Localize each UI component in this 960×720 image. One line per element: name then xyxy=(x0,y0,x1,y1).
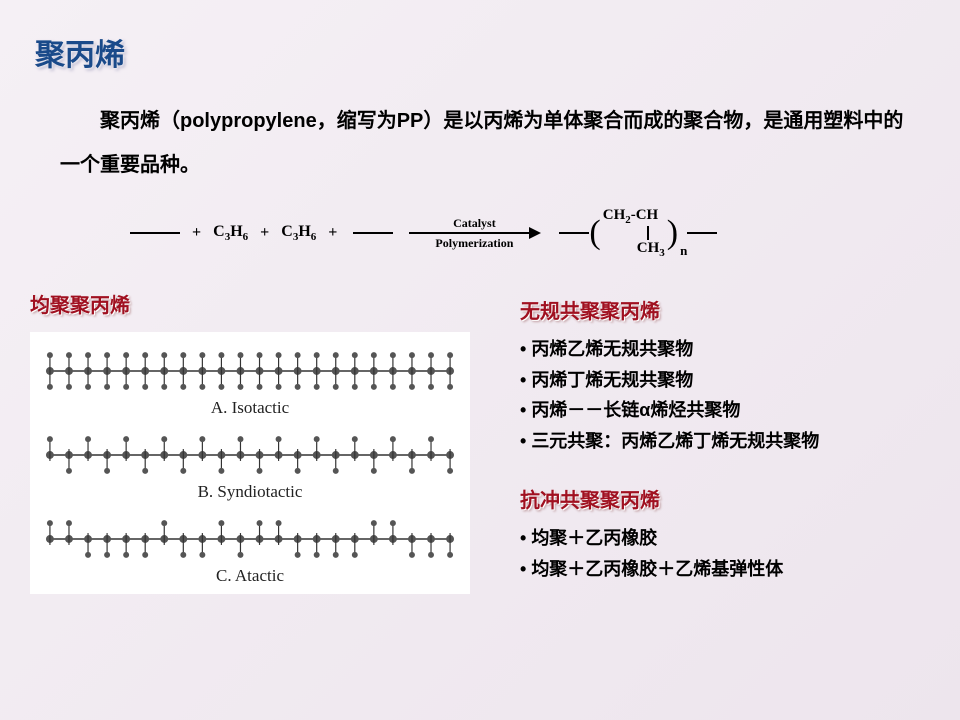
random-list: 丙烯乙烯无规共聚物丙烯丁烯无规共聚物丙烯－－长链α烯烃共聚物三元共聚：丙烯乙烯丁… xyxy=(520,334,930,456)
reaction-arrow: Catalyst Polymerization xyxy=(409,216,539,251)
arrow-top-label: Catalyst xyxy=(453,216,496,230)
product-top: CH2-CH xyxy=(603,207,659,226)
product-repeat-unit: ( CH2-CH CH3 ) n xyxy=(559,207,717,259)
plus-3: + xyxy=(328,224,337,242)
label-atactic: C. Atactic xyxy=(42,566,458,586)
impact-heading: 抗冲共聚聚丙烯 xyxy=(520,484,930,513)
chain-atactic xyxy=(42,514,458,564)
plus-2: + xyxy=(260,224,269,242)
chain-syndiotactic xyxy=(42,430,458,480)
monomer-2: C3H6 xyxy=(281,223,316,243)
arrow-bottom-label: Polymerization xyxy=(435,236,513,250)
reaction-equation: + C3H6 + C3H6 + Catalyst Polymerization … xyxy=(130,207,930,259)
list-item: 均聚＋乙丙橡胶＋乙烯基弹性体 xyxy=(520,554,930,585)
label-syndiotactic: B. Syndiotactic xyxy=(42,482,458,502)
intro-paragraph: 聚丙烯（polypropylene，缩写为PP）是以丙烯为单体聚合而成的聚合物，… xyxy=(60,99,920,187)
list-item: 三元共聚：丙烯乙烯丁烯无规共聚物 xyxy=(520,426,930,457)
random-heading: 无规共聚聚丙烯 xyxy=(520,295,930,324)
repeat-n: n xyxy=(680,243,687,259)
plus-1: + xyxy=(192,224,201,242)
chain-isotactic xyxy=(42,346,458,396)
reactant-blank-2 xyxy=(353,232,393,234)
homo-heading: 均聚聚丙烯 xyxy=(30,289,490,318)
impact-list: 均聚＋乙丙橡胶均聚＋乙丙橡胶＋乙烯基弹性体 xyxy=(520,523,930,584)
list-item: 均聚＋乙丙橡胶 xyxy=(520,523,930,554)
page-title: 聚丙烯 xyxy=(35,30,930,74)
list-item: 丙烯－－长链α烯烃共聚物 xyxy=(520,395,930,426)
tacticity-diagram: A. Isotactic B. Syndiotactic C. Atactic xyxy=(30,332,470,594)
reactant-blank xyxy=(130,232,180,234)
list-item: 丙烯乙烯无规共聚物 xyxy=(520,334,930,365)
list-item: 丙烯丁烯无规共聚物 xyxy=(520,365,930,396)
monomer-1: C3H6 xyxy=(213,223,248,243)
product-bottom: CH3 xyxy=(637,240,665,259)
label-isotactic: A. Isotactic xyxy=(42,398,458,418)
